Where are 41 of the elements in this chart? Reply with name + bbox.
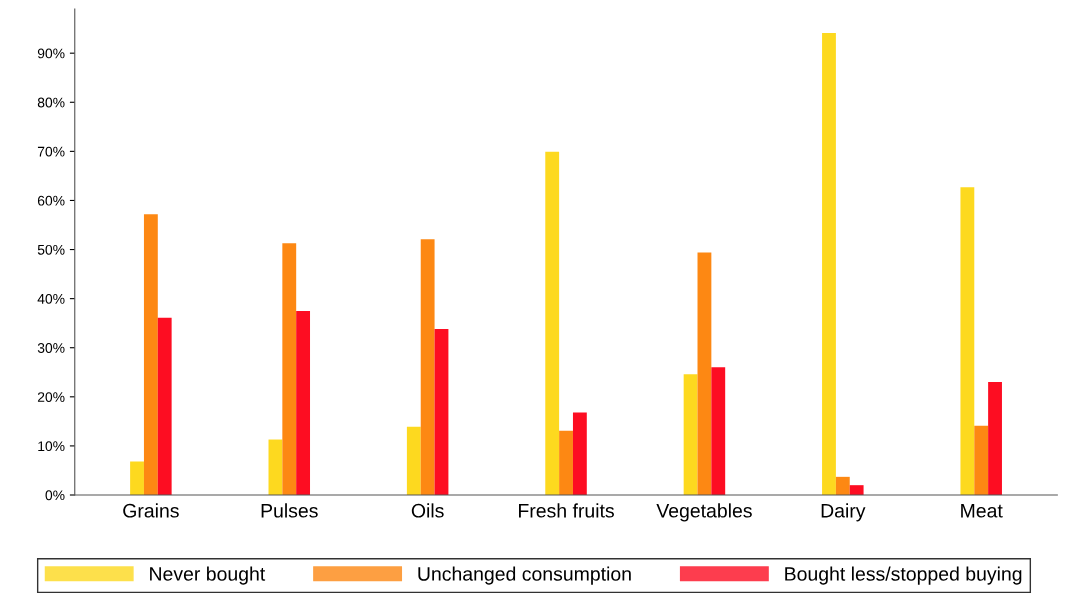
y-tick-label: 30% xyxy=(37,343,65,353)
bar xyxy=(559,430,573,495)
x-tick-label: Grains xyxy=(123,503,179,518)
y-tick-label: 70% xyxy=(37,146,65,157)
legend-label: Never bought xyxy=(150,566,266,585)
bar xyxy=(434,329,449,495)
bar xyxy=(988,382,1002,495)
legend-label: Bought less/stopped buying xyxy=(785,566,1022,585)
x-tick-label: Dairy xyxy=(821,503,866,522)
x-tick-label: Vegetables xyxy=(656,503,752,522)
legend-label: Unchanged consumption xyxy=(418,566,631,585)
y-tick-label: 50% xyxy=(37,244,65,255)
bar xyxy=(849,485,864,495)
y-tick-label: 90% xyxy=(37,48,65,59)
bar xyxy=(296,310,311,495)
bar xyxy=(835,476,850,495)
y-tick-label: 0% xyxy=(45,490,65,501)
y-tick-label: 80% xyxy=(37,97,65,108)
bar xyxy=(572,412,587,495)
bar xyxy=(157,317,172,495)
bar xyxy=(974,425,989,495)
bar xyxy=(822,33,836,495)
bar xyxy=(545,151,560,495)
y-tick-label: 20% xyxy=(37,392,65,402)
y-tick-label: 10% xyxy=(38,441,65,452)
bar xyxy=(683,374,698,495)
bar xyxy=(143,214,158,495)
bar xyxy=(130,461,144,495)
bar xyxy=(268,439,283,495)
bar xyxy=(711,367,726,495)
bar xyxy=(960,187,975,495)
x-tick-label: Meat xyxy=(961,504,1003,518)
x-tick-label: Oils xyxy=(411,503,444,518)
x-tick-label: Fresh fruits xyxy=(519,503,614,518)
bar xyxy=(282,243,297,495)
y-tick-label: 40% xyxy=(37,293,65,304)
y-tick-label: 60% xyxy=(37,195,65,206)
bar xyxy=(697,252,712,495)
bar xyxy=(420,239,435,495)
bar xyxy=(406,426,421,495)
x-tick-label: Pulses xyxy=(261,503,318,518)
